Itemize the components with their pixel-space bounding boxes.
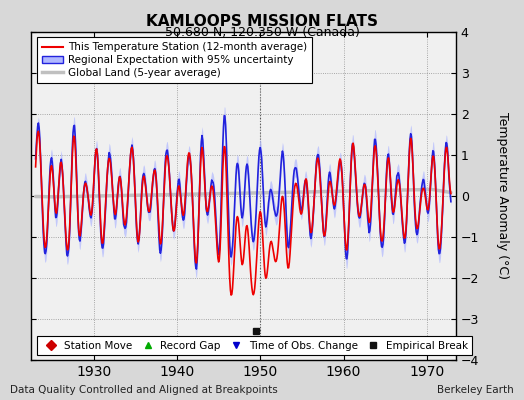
Text: 50.680 N, 120.350 W (Canada): 50.680 N, 120.350 W (Canada) bbox=[165, 26, 359, 39]
Text: Data Quality Controlled and Aligned at Breakpoints: Data Quality Controlled and Aligned at B… bbox=[10, 385, 278, 395]
Text: Berkeley Earth: Berkeley Earth bbox=[437, 385, 514, 395]
Text: KAMLOOPS MISSION FLATS: KAMLOOPS MISSION FLATS bbox=[146, 14, 378, 29]
Y-axis label: Temperature Anomaly (°C): Temperature Anomaly (°C) bbox=[496, 112, 509, 280]
Legend: Station Move, Record Gap, Time of Obs. Change, Empirical Break: Station Move, Record Gap, Time of Obs. C… bbox=[37, 336, 472, 355]
